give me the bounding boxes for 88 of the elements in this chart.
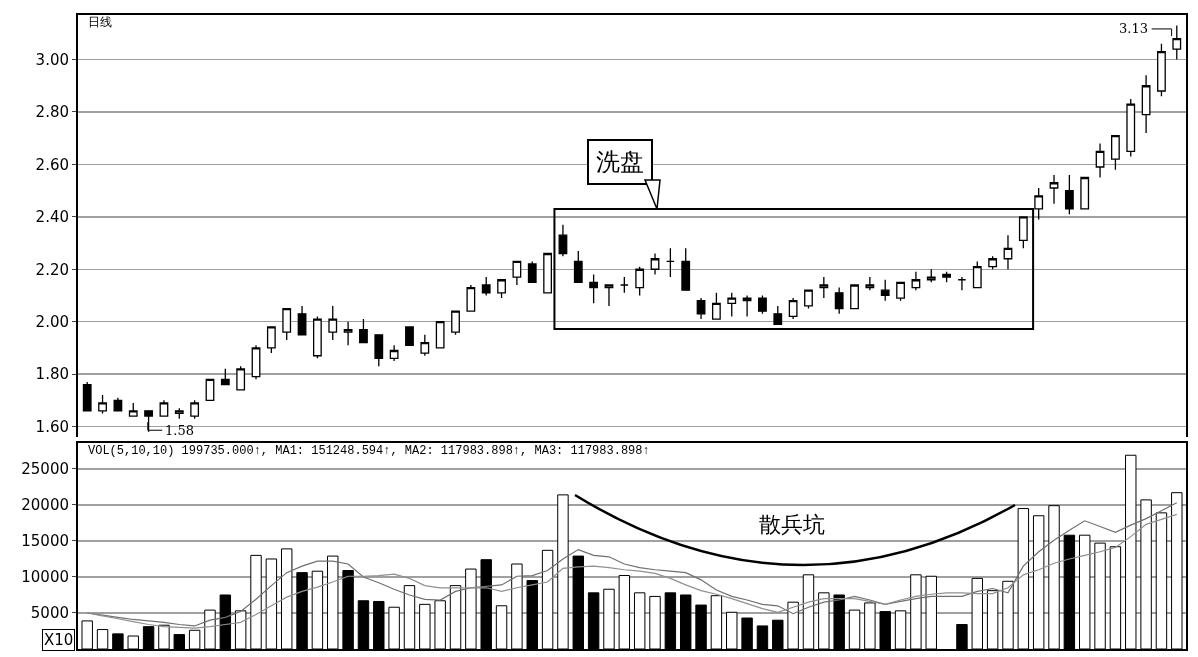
candlestick <box>650 252 660 276</box>
y-tick-label: 10000 <box>21 568 69 587</box>
candlestick <box>1141 74 1151 134</box>
candlestick <box>481 276 491 297</box>
candlestick <box>159 399 169 417</box>
candlestick <box>880 279 890 302</box>
candlestick <box>619 276 629 294</box>
candlestick <box>696 297 706 320</box>
y-tick-label: 3.00 <box>35 50 69 69</box>
candlestick <box>850 284 859 310</box>
candlestick <box>236 365 246 391</box>
annotation: 3.13 <box>1119 21 1148 36</box>
y-tick-label: 2.00 <box>35 312 69 331</box>
candlestick <box>1172 24 1182 61</box>
y-tick-label: 2.40 <box>35 208 69 227</box>
candlestick <box>527 260 537 283</box>
y-tick-label: 20000 <box>21 496 69 515</box>
candlestick <box>220 368 230 386</box>
candlestick <box>328 305 338 341</box>
candlestick <box>558 224 568 257</box>
candlestick <box>758 294 767 315</box>
candlestick <box>926 268 936 283</box>
candlestick <box>297 305 307 336</box>
candlestick <box>1064 174 1074 215</box>
y-tick-label: 1.80 <box>35 365 69 384</box>
candlestick <box>573 250 583 283</box>
candlestick <box>98 394 107 415</box>
candlestick <box>604 284 614 307</box>
candlestick <box>266 326 276 354</box>
candlestick <box>1080 176 1090 210</box>
y-tick-label: 1.60 <box>35 417 69 436</box>
candlestick <box>865 276 875 291</box>
y-tick-label: 2.20 <box>35 260 69 279</box>
annotation: 洗盘 <box>596 148 644 176</box>
candlestick <box>681 247 691 291</box>
candlestick <box>1049 174 1059 205</box>
text: X10 <box>44 631 74 649</box>
candlestick <box>1157 43 1166 97</box>
candlestick <box>1003 234 1013 270</box>
candlestick <box>896 281 905 302</box>
candlestick <box>128 402 138 417</box>
candlestick <box>711 292 721 320</box>
candlestick <box>589 273 599 304</box>
y-tick-label: 15000 <box>21 532 69 551</box>
candlestick <box>82 381 92 412</box>
candlestick <box>788 297 798 320</box>
candlestick <box>819 276 829 299</box>
candlestick <box>665 247 675 278</box>
chart-title: VOL(5,10,10) 199735.000↑, MA1: 151248.594↑, MA2: 117983.898↑, MA3: 117983.898↑ <box>88 444 650 459</box>
candlestick <box>942 271 952 283</box>
candlestick <box>727 292 737 318</box>
candlestick <box>466 284 476 312</box>
candlestick <box>359 318 368 344</box>
candlestick <box>343 321 353 346</box>
candlestick <box>497 279 506 299</box>
candlestick <box>1111 134 1120 171</box>
candlestick <box>282 307 292 341</box>
candlestick <box>435 321 445 349</box>
candlestick <box>1126 98 1136 158</box>
candlestick <box>957 276 967 291</box>
candlestick <box>911 271 921 291</box>
candlestick <box>988 255 998 270</box>
y-tick-label: 5000 <box>30 604 69 623</box>
candlestick <box>804 289 813 310</box>
y-tick-label: 2.60 <box>35 155 69 174</box>
candlestick <box>1095 142 1105 179</box>
candlestick <box>389 344 399 362</box>
candlestick <box>773 305 783 325</box>
candlestick <box>113 397 123 412</box>
candlestick <box>834 286 844 315</box>
candlestick <box>251 344 261 380</box>
candlestick <box>312 315 322 360</box>
candlestick <box>451 310 460 336</box>
candlestick <box>174 407 184 420</box>
y-tick-label: 2.80 <box>35 103 69 122</box>
candlestick <box>742 294 752 318</box>
candlestick <box>635 265 645 297</box>
candlestick <box>190 399 200 420</box>
candlestick <box>972 260 982 289</box>
candlestick <box>374 334 384 367</box>
y-tick-label: 25000 <box>21 460 69 479</box>
candlestick <box>1018 216 1028 249</box>
annotation: 1.58 <box>165 423 194 438</box>
annotation: 散兵坑 <box>759 512 825 537</box>
candlestick <box>512 260 522 286</box>
candlestick <box>405 326 414 346</box>
chart-title: 日线 <box>88 16 112 31</box>
candlestick <box>420 334 430 357</box>
